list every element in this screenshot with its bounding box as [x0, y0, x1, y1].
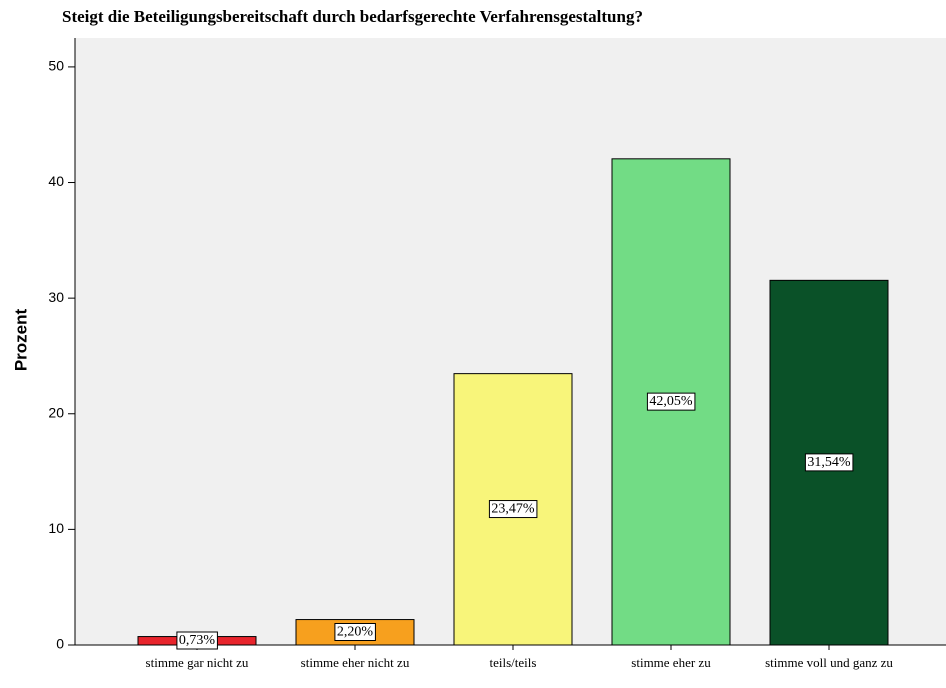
y-tick-label: 40 [48, 173, 64, 189]
x-tick-label: stimme eher zu [631, 655, 711, 670]
x-tick-label: stimme voll und ganz zu [765, 655, 893, 670]
x-tick-label: teils/teils [489, 655, 537, 670]
value-label: 2,20% [337, 625, 374, 640]
value-label: 23,47% [491, 502, 535, 517]
bar [769, 279, 889, 646]
y-axis-label: Prozent [11, 308, 30, 371]
y-tick-label: 20 [48, 404, 64, 420]
y-tick-label: 50 [48, 58, 64, 74]
x-tick-label: stimme eher nicht zu [300, 655, 410, 670]
x-tick-label: stimme gar nicht zu [145, 655, 249, 670]
y-tick-label: 0 [56, 636, 64, 652]
y-tick-label: 10 [48, 520, 64, 536]
value-label: 31,54% [807, 455, 851, 470]
value-label: 0,73% [179, 633, 216, 648]
value-label-box [334, 623, 376, 642]
value-label-box [804, 453, 854, 472]
value-label-box [176, 631, 218, 650]
value-label-box [488, 500, 538, 519]
y-tick-label: 30 [48, 289, 64, 305]
chart-title: Steigt die Beteiligungsbereitschaft durc… [62, 7, 643, 26]
value-label: 42,05% [649, 394, 693, 409]
value-label-box [646, 392, 696, 411]
